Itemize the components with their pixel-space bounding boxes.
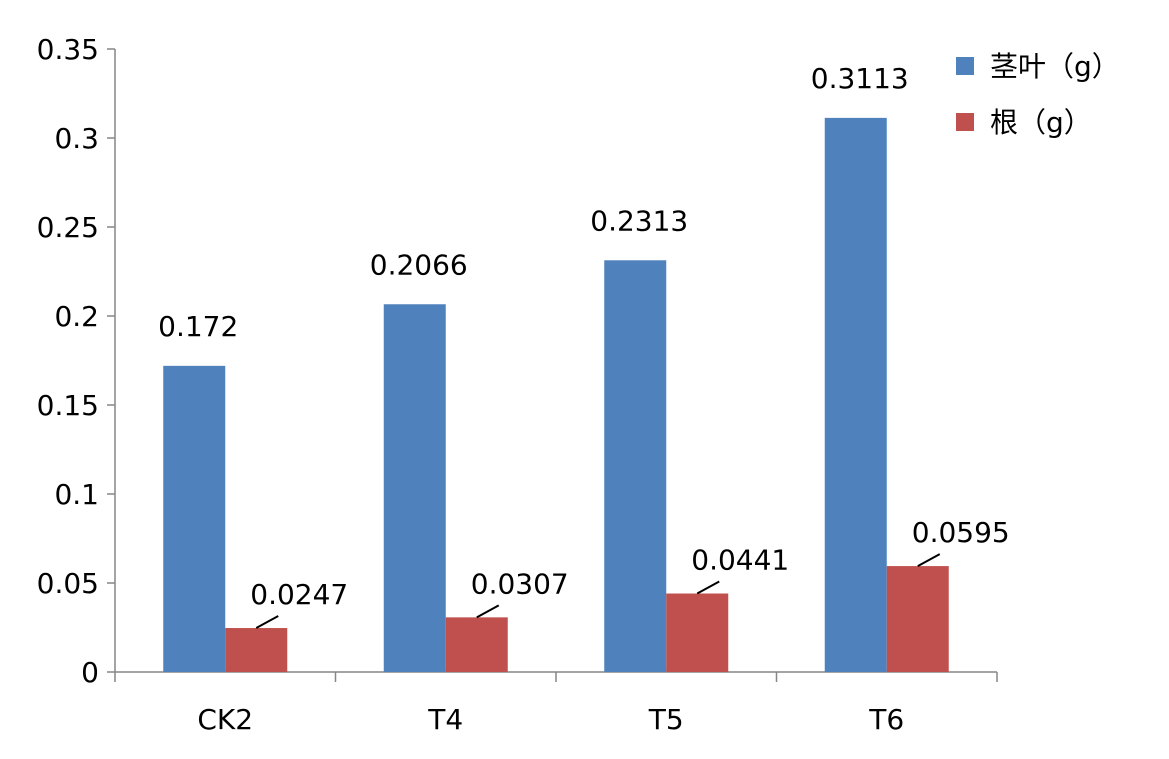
data-label: 0.0595 xyxy=(912,516,1010,549)
data-label-leader xyxy=(476,604,500,619)
x-category-label: T5 xyxy=(648,703,684,736)
x-axis: CK2 T4 T5 T6 xyxy=(114,671,998,736)
data-label: 0.0247 xyxy=(250,578,348,611)
bar-stem-leaf xyxy=(163,365,226,672)
y-axis: 0 0.05 0.1 0.15 0.2 0.25 0.3 0.35 xyxy=(37,33,116,689)
data-label: 0.172 xyxy=(158,310,238,343)
legend: 茎叶（g） 根（g） xyxy=(956,50,1120,139)
bars xyxy=(163,117,949,673)
data-label: 0.2313 xyxy=(590,204,688,237)
y-tick-label: 0.35 xyxy=(37,33,99,66)
data-label-leader xyxy=(696,580,720,595)
data-labels: 0.172 0.0247 0.2066 0.0307 0.2313 0.0441 0.311… xyxy=(158,62,1010,629)
x-category-label: T6 xyxy=(868,703,904,736)
data-label: 0.0307 xyxy=(471,567,569,600)
data-label: 0.2066 xyxy=(370,248,468,281)
legend-label: 根（g） xyxy=(990,106,1092,139)
bar-stem-leaf xyxy=(604,260,667,672)
y-tick-label: 0.05 xyxy=(37,567,99,600)
bar-stem-leaf xyxy=(383,304,446,672)
data-label: 0.3113 xyxy=(811,62,909,95)
x-category-label: T4 xyxy=(427,703,463,736)
data-label: 0.0441 xyxy=(691,544,789,577)
legend-swatch xyxy=(956,113,974,131)
bar-root xyxy=(666,593,729,672)
y-tick-label: 0.1 xyxy=(54,478,99,511)
bar-stem-leaf xyxy=(824,117,887,673)
y-tick-label: 0.25 xyxy=(37,211,99,244)
y-tick-label: 0.2 xyxy=(54,300,99,333)
y-tick-label: 0 xyxy=(81,656,99,689)
bar-root xyxy=(445,617,508,672)
data-label-leader xyxy=(255,615,279,629)
bar-root xyxy=(225,628,288,672)
bar-root xyxy=(886,566,949,672)
legend-label: 茎叶（g） xyxy=(990,50,1120,83)
y-tick-label: 0.15 xyxy=(37,389,99,422)
y-tick-label: 0.3 xyxy=(54,122,99,155)
x-category-label: CK2 xyxy=(197,703,253,736)
data-label-leader xyxy=(917,553,941,567)
legend-swatch xyxy=(956,57,974,75)
